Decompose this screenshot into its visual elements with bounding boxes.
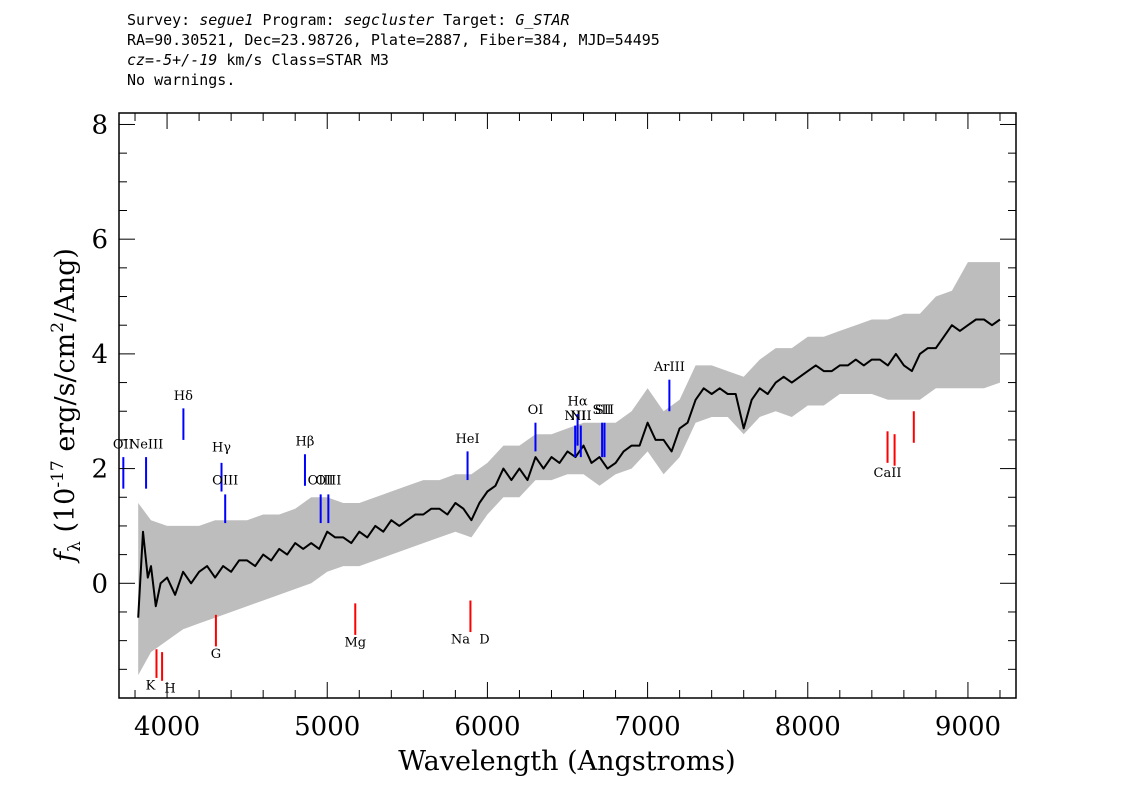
y-tick-label: 6 (91, 225, 108, 255)
axis-ticks: 4000 5000 6000 7000 8000 9000 0 2 4 6 8 (91, 110, 1016, 742)
emission-line-label: OIII (315, 474, 341, 489)
spectrum-header: Survey: segue1 Program: segcluster Targe… (127, 10, 660, 90)
absorption-line-label: CaII (874, 466, 902, 481)
absorption-line-label: G (211, 647, 221, 662)
y-axis-title-post: /Ang) (50, 248, 81, 322)
header-line-survey: Survey: segue1 Program: segcluster Targe… (127, 10, 660, 30)
absorption-line-label: Mg (344, 635, 366, 650)
y-tick-label: 8 (91, 110, 108, 140)
flux-line (137, 318, 1001, 618)
emission-line-label: NeIII (129, 438, 163, 453)
header-line-warnings: No warnings. (127, 71, 236, 89)
flux-layer (137, 318, 1001, 618)
y-axis-title-f: f (50, 548, 81, 564)
emission-line-label: SII (593, 403, 612, 418)
absorption-line-label: D (479, 633, 489, 648)
y-axis-title-exp2: 2 (48, 322, 68, 333)
absorption-line-label: Na (451, 633, 470, 648)
emission-line-label: OIII (212, 474, 238, 489)
emission-line-label: OII (113, 438, 134, 453)
emission-line-label: Hγ (212, 440, 231, 455)
plot-frame (118, 112, 1017, 699)
absorption-line-label: K (146, 678, 156, 693)
target-label: Target: (434, 11, 516, 29)
header-line-coords: RA=90.30521, Dec=23.98726, Plate=2887, F… (127, 31, 660, 49)
absorption-line-label: H (164, 681, 175, 696)
y-tick-label: 4 (91, 340, 108, 370)
y-axis-title-mid: erg/s/cm (50, 333, 81, 461)
emission-line-label: Hα (568, 395, 588, 410)
emission-line-label: NII (564, 409, 586, 424)
emission-line-label: Hδ (174, 389, 193, 404)
x-tick-label: 5000 (294, 712, 360, 742)
y-tick-label: 2 (91, 455, 108, 485)
program-value: segcluster (343, 11, 435, 29)
cz-rest: km/s Class=STAR M3 (217, 51, 389, 69)
y-axis-title-sub: λ (65, 541, 85, 552)
error-band-layer (138, 262, 1000, 676)
emission-line-label: OIII (308, 474, 334, 489)
x-tick-label: 8000 (775, 712, 841, 742)
cz-label: cz= (127, 51, 155, 69)
error-band (138, 262, 1000, 676)
x-tick-label: 6000 (454, 712, 520, 742)
x-tick-label: 7000 (615, 712, 681, 742)
target-value: G_STAR (515, 11, 570, 29)
emission-line-label: ArIII (653, 360, 685, 375)
survey-value: segue1 (199, 11, 254, 29)
x-tick-label: 9000 (935, 712, 1001, 742)
program-label: Program: (253, 11, 344, 29)
emission-line-label: HeI (455, 432, 479, 447)
y-axis-title-exp: -17 (48, 460, 68, 487)
emission-line-label: Hβ (296, 435, 315, 450)
y-axis-title-pre: (10 (50, 488, 81, 541)
y-tick-label: 0 (91, 569, 108, 599)
cz-value: -5+/-19 (154, 51, 218, 69)
emission-line-label: NII (570, 409, 592, 424)
x-axis-title: Wavelength (Angstroms) (398, 746, 735, 777)
y-axis-title: fλ (10-17 erg/s/cm2/Ang) (48, 248, 85, 564)
emission-line-label: OI (528, 403, 544, 418)
emission-line-label: SII (595, 403, 614, 418)
x-tick-label: 4000 (134, 712, 200, 742)
survey-label: Survey: (127, 11, 200, 29)
header-line-redshift: cz=-5+/-19 km/s Class=STAR M3 (127, 50, 660, 70)
